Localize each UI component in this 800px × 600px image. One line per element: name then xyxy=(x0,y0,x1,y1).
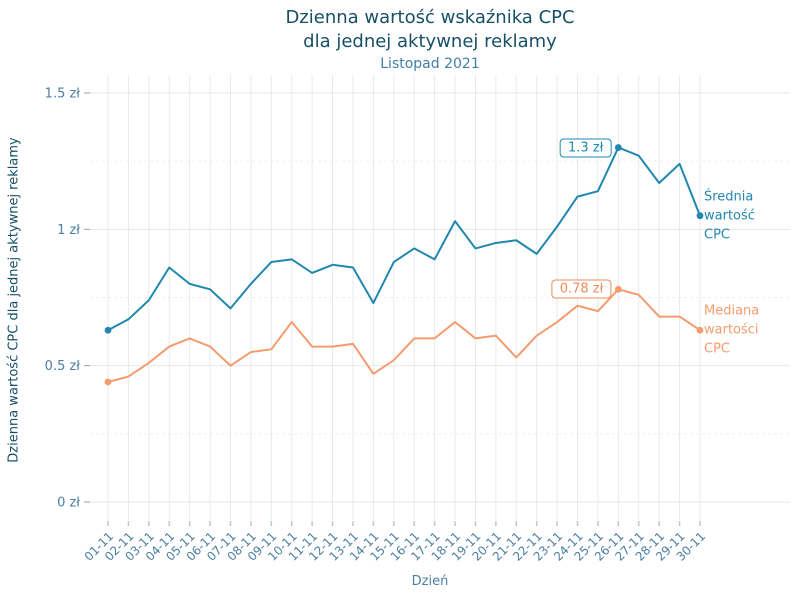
chart-title-line2: dla jednej aktywnej reklamy xyxy=(303,31,557,52)
median-cpc-line xyxy=(107,288,701,384)
mean-series-label: Średnia wartość CPC xyxy=(704,189,755,243)
median-peak-annotation: 0.78 zł xyxy=(551,279,612,299)
chart-subtitle: Listopad 2021 xyxy=(380,56,480,72)
y-axis-title: Dzienna wartość CPC dla jednej aktywnej … xyxy=(6,137,22,463)
y-tick-label: 1.5 zł xyxy=(45,87,81,102)
chart-title-line1: Dzienna wartość wskaźnika CPC xyxy=(285,7,575,28)
data-point-marker xyxy=(614,144,622,151)
y-tick-label: 0 zł xyxy=(57,496,80,511)
data-point-marker xyxy=(696,212,704,220)
data-point-marker xyxy=(104,326,112,334)
chart-title: Dzienna wartość wskaźnika CPC dla jednej… xyxy=(60,6,800,73)
y-tick-label: 0.5 zł xyxy=(45,359,81,374)
median-series-label: Mediana wartości CPC xyxy=(704,303,760,357)
y-tick-label: 1 zł xyxy=(57,223,80,238)
data-point-marker xyxy=(696,326,704,334)
x-axis-title: Dzień xyxy=(411,574,449,589)
mean-cpc-line xyxy=(107,146,701,332)
data-point-marker xyxy=(614,285,622,293)
data-point-marker xyxy=(104,378,112,386)
mean-peak-annotation: 1.3 zł xyxy=(560,138,612,158)
